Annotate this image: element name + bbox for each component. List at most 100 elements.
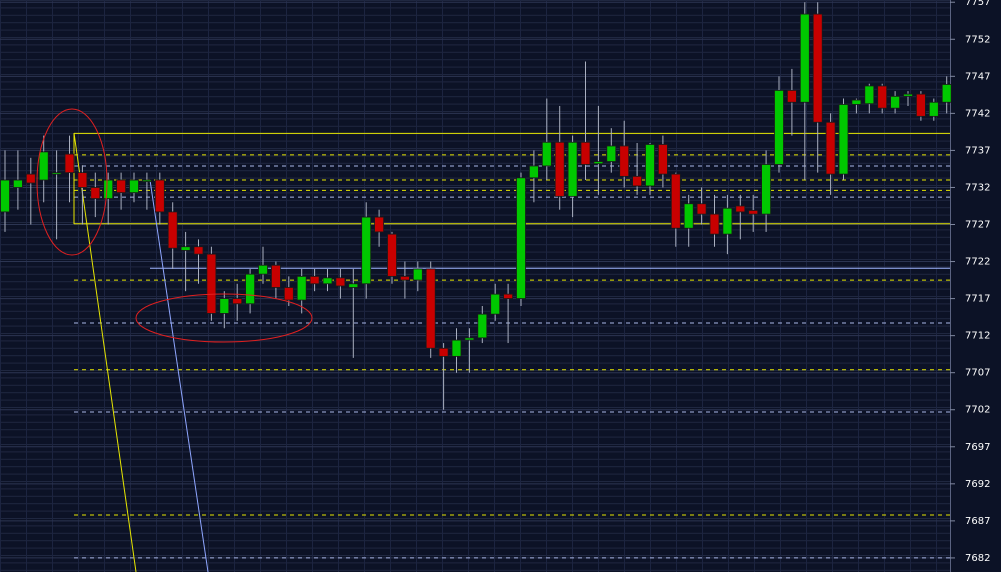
candle-body <box>464 337 475 341</box>
candle-body <box>593 161 604 165</box>
candle-body <box>864 85 875 105</box>
candle-body <box>851 99 862 105</box>
axis-panel <box>950 0 1001 572</box>
candle-body <box>477 313 488 339</box>
candle-body <box>529 165 539 179</box>
candle-body <box>51 172 62 175</box>
y-tick-label: 7732 <box>965 182 990 193</box>
candle-body <box>541 141 552 167</box>
candle-body <box>309 275 320 285</box>
candle-body <box>812 13 823 123</box>
candle-body <box>12 179 23 188</box>
candle-body <box>632 175 642 187</box>
candle-body <box>374 216 385 233</box>
candle-body <box>516 177 526 299</box>
candle-body <box>619 145 630 177</box>
y-tick-label: 7697 <box>965 442 990 453</box>
y-tick-label: 7687 <box>965 516 990 527</box>
candle-body <box>838 104 849 175</box>
candle-body <box>825 121 836 175</box>
candle-body <box>425 268 436 349</box>
candle-body <box>877 85 888 109</box>
y-tick-label: 7742 <box>965 108 990 119</box>
candle-body <box>38 151 49 181</box>
candle-body <box>193 246 204 255</box>
y-tick-label: 7682 <box>965 553 990 564</box>
candle-body <box>761 164 771 215</box>
candle-body <box>219 298 230 314</box>
y-tick-label: 7692 <box>965 479 990 490</box>
candle-body <box>77 172 88 188</box>
candle-body <box>335 277 346 287</box>
y-tick-label: 7707 <box>965 368 990 379</box>
candle-body <box>141 179 152 182</box>
candle-body <box>490 293 501 315</box>
candle-body <box>361 216 372 285</box>
candle-body <box>748 210 759 215</box>
candle-body <box>232 298 243 305</box>
candle-body <box>129 179 139 194</box>
highlight-ellipse <box>135 293 313 343</box>
candle-body <box>348 283 359 288</box>
level-group <box>74 132 950 559</box>
candle-body <box>206 253 217 314</box>
candle-body <box>658 144 668 175</box>
candle-body <box>683 203 694 229</box>
candle-body <box>554 141 565 197</box>
candle-body <box>154 179 165 213</box>
candle-body <box>787 89 797 103</box>
candle-body <box>296 275 307 301</box>
candle-body <box>941 84 952 103</box>
highlight-ellipse <box>36 108 108 256</box>
candle-body <box>606 145 617 162</box>
candle-body <box>890 95 900 109</box>
trend-line <box>73 132 137 572</box>
candle-body <box>412 268 423 281</box>
candle-body <box>916 93 926 117</box>
y-tick-label: 7757 <box>965 0 990 8</box>
candle-body <box>799 13 810 103</box>
candle-body <box>503 293 514 299</box>
y-tick-label: 7712 <box>965 331 990 342</box>
candle-body <box>64 153 75 174</box>
candle-body <box>928 101 939 117</box>
y-tick-label: 7722 <box>965 257 990 268</box>
candle-body <box>399 275 410 281</box>
candle-body <box>709 213 720 235</box>
candle-body <box>180 246 191 251</box>
candle-body <box>245 273 256 305</box>
y-tick-label: 7737 <box>965 145 990 156</box>
candle-body <box>735 205 746 213</box>
candle-body <box>167 211 178 249</box>
y-tick-label: 7747 <box>965 71 990 82</box>
y-tick-label: 7727 <box>965 220 990 231</box>
axis-group: 7757 7752 7747 7742 7737 7732 7727 7722 7717 7712… <box>950 0 990 564</box>
y-tick-label: 7717 <box>965 294 990 305</box>
candle-body <box>451 339 462 357</box>
candle-body <box>670 173 681 229</box>
candle-body <box>25 173 36 184</box>
grid-group <box>0 1 950 559</box>
candle-body <box>322 277 333 285</box>
y-tick-label: 7702 <box>965 405 990 416</box>
trend-line <box>149 179 209 572</box>
candle-body <box>438 347 449 357</box>
candle-body <box>696 203 707 215</box>
candle-body <box>103 179 114 199</box>
candle-body <box>774 89 784 165</box>
candle-body <box>645 144 655 187</box>
candle-body <box>387 233 397 277</box>
candle-body <box>0 179 10 213</box>
candle-body <box>116 179 126 194</box>
y-tick-label: 7752 <box>965 34 990 45</box>
candle-body <box>283 287 294 301</box>
candle-body <box>270 264 281 288</box>
candle-body <box>722 207 733 235</box>
candle-group <box>0 2 952 410</box>
candle-body <box>580 141 591 165</box>
candle-body <box>258 264 268 275</box>
candle-body <box>90 187 101 199</box>
candle-body <box>567 141 578 197</box>
candle-body <box>903 93 913 97</box>
